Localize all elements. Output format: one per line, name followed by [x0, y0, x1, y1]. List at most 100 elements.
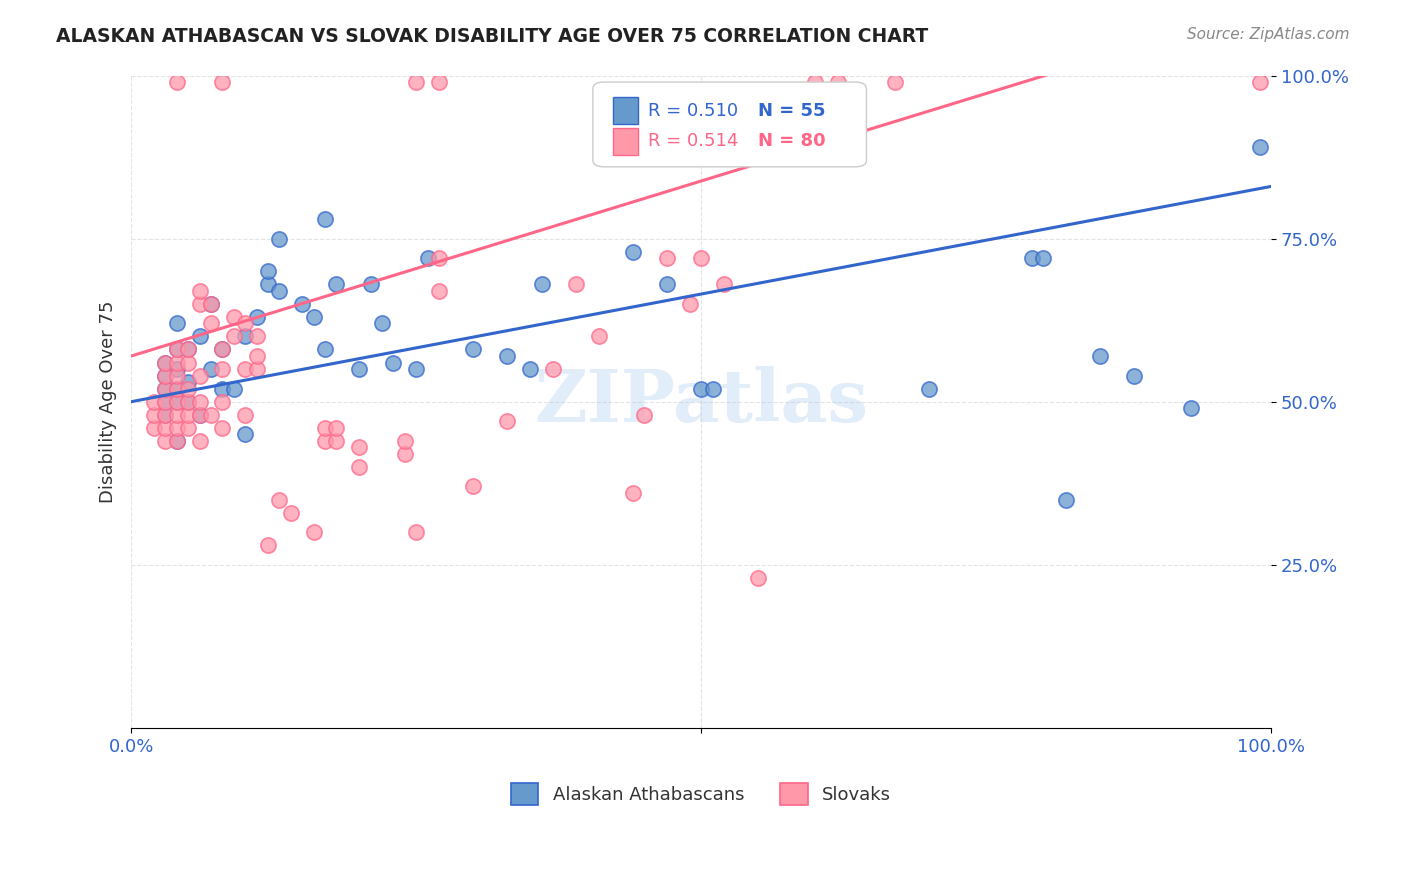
Point [211, 343, 233, 357]
Point [530, 277, 553, 292]
Point [166, 421, 188, 435]
Point [314, 212, 336, 227]
Point [690, 251, 713, 265]
Point [177, 394, 200, 409]
Point [1123, 368, 1146, 383]
Point [246, 310, 269, 324]
Point [166, 317, 188, 331]
Point [166, 343, 188, 357]
Point [427, 251, 450, 265]
Point [884, 75, 907, 89]
Point [463, 343, 485, 357]
Point [427, 75, 450, 89]
Point [188, 329, 211, 343]
Point [200, 362, 222, 376]
Text: N = 80: N = 80 [758, 132, 825, 151]
Point [496, 414, 519, 428]
Point [325, 434, 347, 448]
Point [166, 382, 188, 396]
Text: Source: ZipAtlas.com: Source: ZipAtlas.com [1187, 27, 1350, 42]
Point [200, 297, 222, 311]
Point [155, 355, 177, 369]
Point [427, 284, 450, 298]
Point [188, 408, 211, 422]
Point [166, 343, 188, 357]
Point [211, 362, 233, 376]
Point [416, 251, 439, 265]
Point [211, 343, 233, 357]
Point [347, 362, 370, 376]
Point [177, 355, 200, 369]
Point [804, 75, 827, 89]
Point [177, 382, 200, 396]
Point [325, 421, 347, 435]
Point [233, 408, 256, 422]
Point [1021, 251, 1043, 265]
Point [233, 317, 256, 331]
Point [155, 394, 177, 409]
Point [155, 382, 177, 396]
Point [246, 329, 269, 343]
Point [360, 277, 382, 292]
Point [291, 297, 314, 311]
Point [405, 525, 427, 540]
Point [177, 421, 200, 435]
Point [1180, 401, 1202, 416]
Point [188, 408, 211, 422]
Point [188, 368, 211, 383]
Legend: Alaskan Athabascans, Slovaks: Alaskan Athabascans, Slovaks [505, 776, 898, 813]
Point [246, 349, 269, 363]
Point [166, 355, 188, 369]
Point [222, 310, 245, 324]
Point [257, 264, 280, 278]
Point [211, 75, 233, 89]
Text: ZIPatlas: ZIPatlas [534, 367, 869, 437]
Text: R = 0.510: R = 0.510 [648, 102, 738, 120]
Point [166, 394, 188, 409]
Point [166, 408, 188, 422]
Point [166, 382, 188, 396]
Point [280, 506, 302, 520]
Point [177, 375, 200, 389]
Point [827, 75, 849, 89]
Point [155, 394, 177, 409]
Point [155, 421, 177, 435]
Point [200, 317, 222, 331]
Text: N = 55: N = 55 [758, 102, 825, 120]
FancyBboxPatch shape [593, 82, 866, 167]
Point [1032, 251, 1054, 265]
Point [655, 277, 678, 292]
Point [177, 343, 200, 357]
Point [394, 434, 416, 448]
Point [200, 297, 222, 311]
Point [166, 394, 188, 409]
Point [143, 421, 166, 435]
Point [690, 382, 713, 396]
Point [1054, 492, 1077, 507]
Point [314, 434, 336, 448]
Point [565, 277, 588, 292]
Point [155, 408, 177, 422]
Point [269, 284, 291, 298]
Point [325, 277, 347, 292]
Point [177, 394, 200, 409]
Point [222, 382, 245, 396]
Text: R = 0.514: R = 0.514 [648, 132, 738, 151]
Point [621, 244, 644, 259]
Point [918, 382, 941, 396]
Point [588, 329, 610, 343]
Point [143, 394, 166, 409]
Point [347, 459, 370, 474]
Point [155, 408, 177, 422]
Point [679, 297, 702, 311]
Point [747, 571, 769, 585]
Point [233, 362, 256, 376]
Point [211, 382, 233, 396]
Point [405, 75, 427, 89]
Point [188, 394, 211, 409]
Point [269, 231, 291, 245]
Point [302, 310, 325, 324]
Point [155, 368, 177, 383]
Point [166, 434, 188, 448]
Point [519, 362, 541, 376]
